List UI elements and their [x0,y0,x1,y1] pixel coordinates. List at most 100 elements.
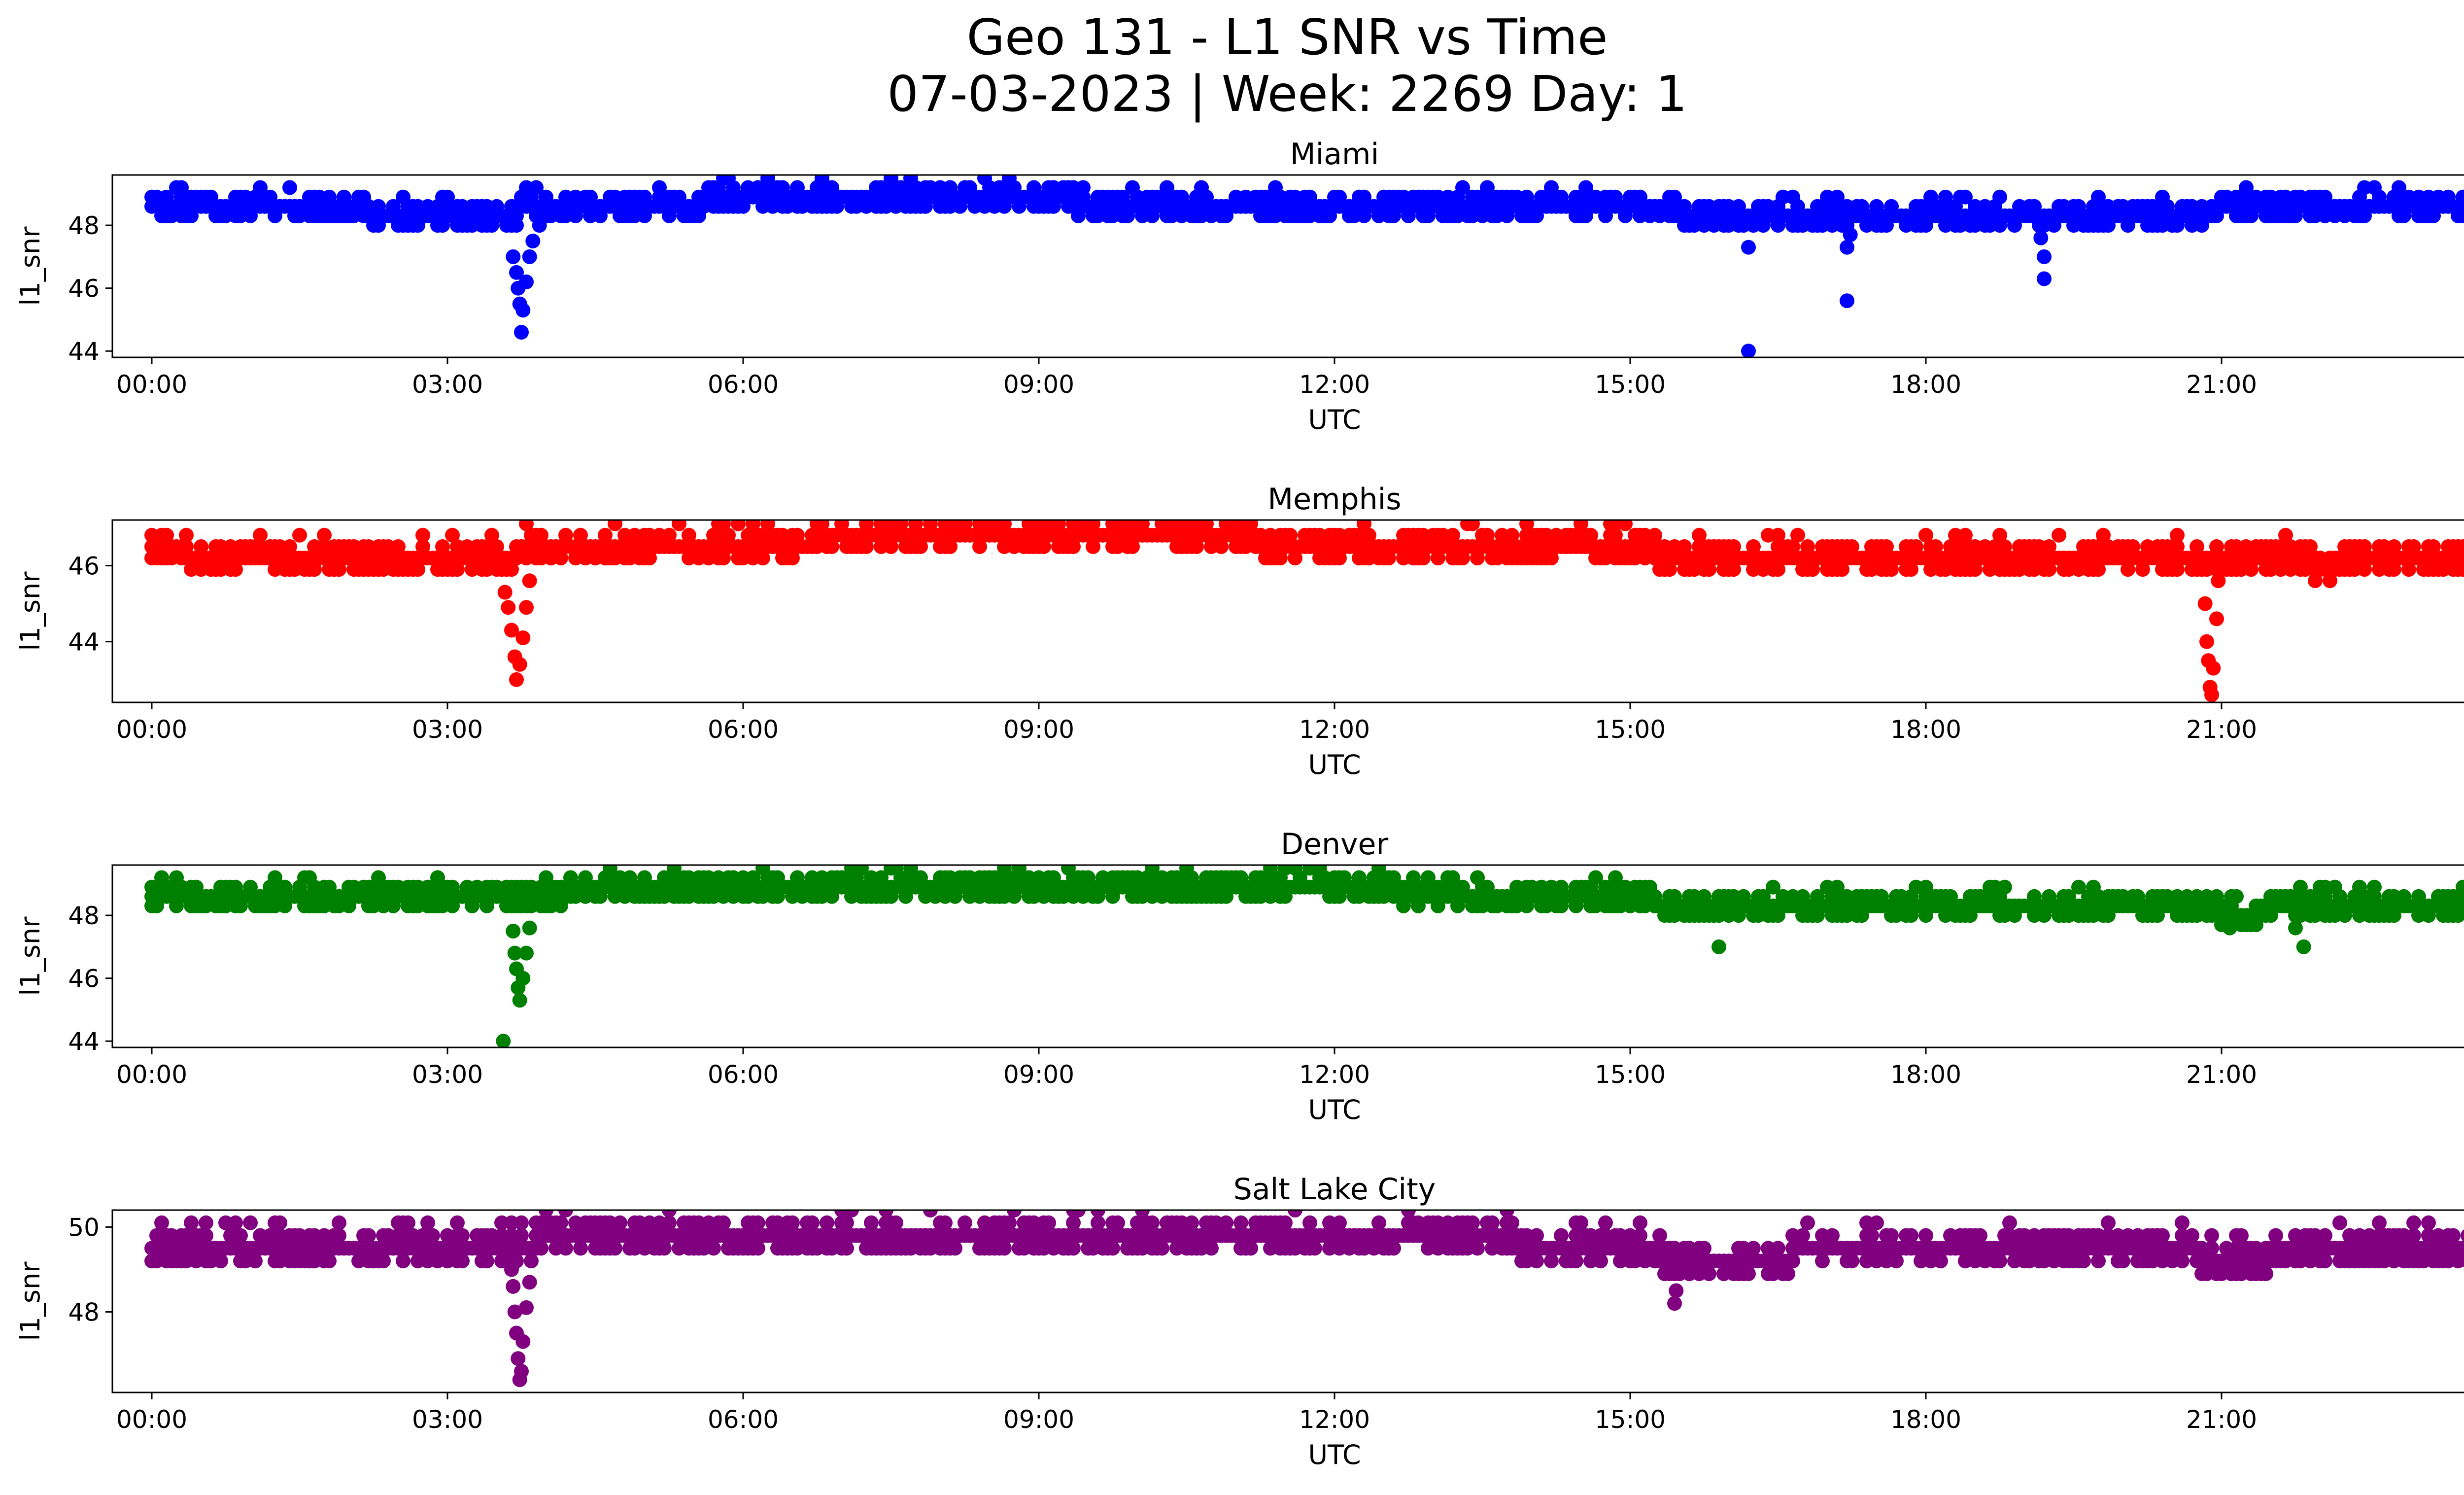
data-point [411,562,425,577]
data-point-outlier [519,945,534,961]
data-point [667,865,682,876]
data-point [1066,539,1081,554]
x-tick-label: 15:00 [1595,370,1666,399]
data-point [2071,879,2086,895]
data-point [1007,1210,1022,1217]
data-point [2244,562,2259,577]
data-point-outlier [1711,939,1726,954]
data-point [1805,562,1820,577]
data-point [1904,562,1918,577]
data-point [376,1253,391,1269]
data-point [2406,539,2421,554]
data-point [1992,527,2007,543]
data-point [2421,1215,2436,1230]
subplot-memphis: Memphis 00:00 03:00 06:00 09:00 12:00 15:00 18:… [15,482,2464,780]
data-point [943,539,958,554]
data-point-outlier [497,585,513,600]
data-point [292,527,307,543]
data-point [1278,1215,1293,1230]
data-point [958,1215,972,1230]
x-tick-label: 12:00 [1299,1060,1370,1089]
data-point [2461,1254,2464,1267]
data-point [760,175,775,186]
data-point [282,539,297,554]
data-point [2204,1228,2219,1243]
data-point [2042,539,2056,554]
data-point [2268,1228,2283,1243]
data-point [731,520,746,531]
data-point [1845,539,1859,554]
data-point [1909,539,1923,554]
data-point [2461,890,2464,903]
data-point [1125,539,1140,554]
data-point [864,1215,879,1230]
data-point-outlier [507,1304,522,1320]
x-tick-label: 21:00 [2186,370,2257,399]
data-point [1790,527,1805,543]
data-point [859,539,874,554]
data-point [332,1228,346,1243]
data-point [524,1253,539,1269]
data-point [1105,1241,1120,1256]
data-point [2125,539,2140,554]
data-point [1845,1253,1859,1269]
data-point [2259,1266,2273,1282]
data-point [839,1215,854,1230]
data-point [1381,551,1396,566]
data-point [1869,1215,1884,1230]
data-point [662,1210,677,1217]
data-point [2052,527,2066,543]
data-point [2357,539,2372,554]
data-point [613,1215,627,1230]
x-tick-label: 06:00 [708,370,779,399]
data-point [1992,189,2007,205]
data-point [573,1241,588,1256]
y-tick-label: 48 [68,1298,100,1327]
data-point [2042,562,2056,577]
data-point-outlier [1667,1296,1682,1311]
data-point-outlier [1669,1283,1684,1298]
data-point [1593,1253,1608,1269]
data-point [721,527,736,543]
data-point [2185,1228,2199,1243]
data-point-outlier [506,1279,521,1294]
x-tick-label: 09:00 [1003,1405,1074,1434]
data-point [972,539,987,554]
data-point [455,1253,470,1269]
data-point [1431,551,1445,566]
data-point-outlier [2222,920,2237,936]
data-point [1076,180,1091,195]
subplot-title: Salt Lake City [1233,1172,1436,1207]
data-point [2461,1229,2464,1242]
data-point [440,189,455,205]
data-point [2076,1253,2091,1269]
data-point [401,1215,415,1230]
data-point [603,865,617,876]
data-point [1785,539,1800,554]
data-point [785,551,800,566]
data-point [2135,562,2150,577]
data-point [1371,1215,1386,1230]
data-point [820,505,834,520]
data-point-outlier [1741,240,1756,255]
data-point [1406,870,1421,885]
y-tick-label: 46 [68,965,100,993]
data-point [1455,180,1470,195]
data-point [1879,539,1894,554]
data-point [282,180,297,195]
data-point [716,1215,731,1230]
y-axis-label: l1_snr [15,1261,46,1341]
data-point [489,539,504,554]
data-point [2461,540,2464,553]
x-tick-label: 03:00 [412,1060,483,1089]
data-point [1219,1215,1233,1230]
data-point-outlier [522,1275,537,1290]
data-point [2406,1228,2421,1243]
data-point [1938,189,1953,205]
data-point [1992,1253,2007,1269]
data-point [751,1215,765,1230]
data-point [1598,1215,1613,1230]
data-point [938,1215,953,1230]
data-point [1968,562,1983,577]
data-point [1662,562,1677,577]
